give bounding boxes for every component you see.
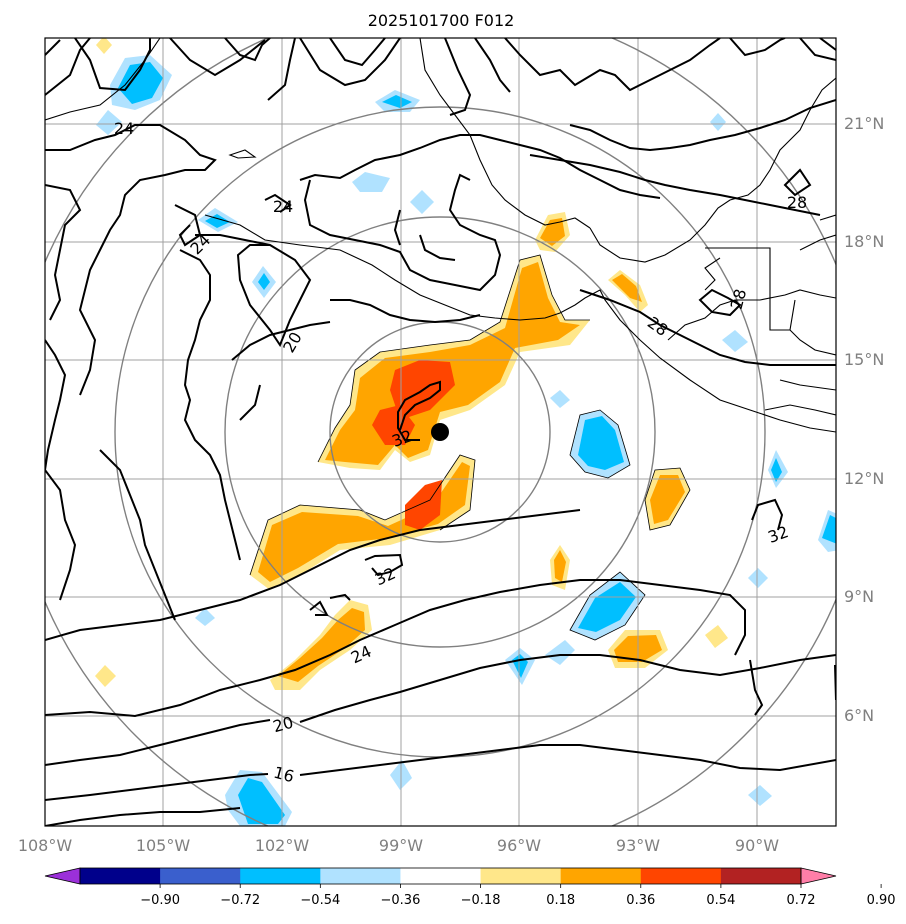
contour-label: 28 (727, 287, 751, 312)
lat-label: 9°N (844, 587, 874, 606)
colorbar-segment (480, 868, 562, 884)
contour-label: 16 (272, 763, 297, 787)
colorbar-segment (560, 868, 642, 884)
colorbar-tick-label: −0.72 (220, 893, 260, 908)
colorbar-segment (160, 868, 241, 884)
colorbar-tick-label: 0.18 (546, 893, 575, 908)
lat-label: 18°N (844, 232, 884, 251)
colorbar: −0.90 −0.72 −0.54 −0.36 −0.18 0.18 0.36 0.54 0.7… (44, 867, 896, 908)
negative-anomaly-shading (96, 55, 836, 826)
lat-label: 21°N (844, 114, 884, 133)
colorbar-tick-label: 0.54 (706, 893, 735, 908)
colorbar-tick-label: −0.90 (140, 893, 180, 908)
colorbar-tick-label: −0.36 (381, 893, 421, 908)
colorbar-tick-label: 0.36 (626, 893, 655, 908)
contour-label: 24 (273, 197, 293, 216)
lon-label: 93°W (616, 836, 660, 855)
colorbar-segment (80, 868, 161, 884)
map-frame (44, 37, 837, 827)
colorbar-segment (400, 868, 482, 884)
longitude-labels: 108°W 105°W 102°W 99°W 96°W 93°W 90°W (18, 836, 779, 855)
lon-label: 105°W (136, 836, 191, 855)
map-panel: 24 24 24 20 28 28 28 32 32 32 24 20 16 (44, 37, 837, 827)
colorbar-tick-label: −0.54 (300, 893, 340, 908)
lon-label: 108°W (18, 836, 73, 855)
colorbar-segment (240, 868, 321, 884)
contour-label: 24 (114, 119, 134, 138)
lat-label: 12°N (844, 469, 884, 488)
lat-label: 6°N (844, 706, 874, 725)
contour-lines (45, 38, 836, 826)
colorbar-frame (79, 867, 802, 885)
lon-label: 99°W (379, 836, 423, 855)
storm-center-marker (431, 423, 449, 441)
colorbar-tick-label: 0.90 (867, 893, 896, 908)
latitude-labels: 21°N 18°N 15°N 12°N 9°N 6°N (844, 114, 884, 725)
map-title: 2025101700 F012 (368, 11, 515, 30)
colorbar-extend-high (800, 867, 837, 885)
colorbar-tick-label: 0.72 (787, 893, 816, 908)
colorbar-extend-low (44, 867, 81, 885)
colorbar-segment (640, 868, 722, 884)
lat-label: 15°N (844, 350, 884, 369)
colorbar-tick-label: −0.18 (461, 893, 501, 908)
lon-label: 90°W (735, 836, 779, 855)
contour-label: 28 (787, 193, 807, 212)
colorbar-segment (320, 868, 401, 884)
lon-label: 96°W (497, 836, 541, 855)
shading-outlines (249, 254, 691, 641)
lon-label: 102°W (255, 836, 310, 855)
colorbar-segment (720, 868, 802, 884)
contour-label: 20 (271, 713, 296, 737)
